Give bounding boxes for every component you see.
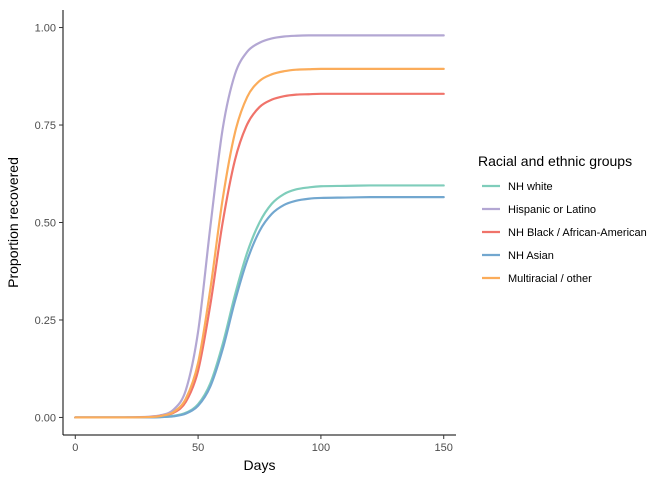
legend-title: Racial and ethnic groups [478, 153, 632, 169]
y-axis-title: Proportion recovered [5, 157, 21, 288]
legend-label: NH Asian [508, 250, 554, 262]
legend-item-multiracial-other: Multiracial / other [482, 273, 592, 285]
legend-item-hispanic-or-latino: Hispanic or Latino [482, 204, 596, 216]
series-line-multiracial-other [74, 67, 445, 419]
legend-item-nh-asian: NH Asian [482, 250, 554, 262]
x-tick-label: 150 [435, 442, 453, 454]
x-tick-label: 100 [312, 442, 330, 454]
legend-items: NH white Hispanic or Latino NH Black / Afr… [482, 181, 647, 285]
y-tick-label: 0.75 [35, 120, 56, 132]
x-tick-label: 0 [72, 442, 78, 454]
series-lines [74, 34, 445, 419]
y-axis-ticks: 0.00 0.25 0.50 0.75 1.00 [35, 23, 63, 424]
x-axis-title: Days [244, 457, 276, 473]
series-line-hispanic-or-latino [74, 34, 445, 419]
y-tick-label: 0.25 [35, 315, 56, 327]
legend-label: NH white [508, 181, 553, 193]
legend: Racial and ethnic groups NH white Hispani… [478, 153, 647, 285]
series-line-nh-asian [74, 196, 445, 419]
y-tick-label: 1.00 [35, 23, 56, 35]
x-tick-label: 50 [192, 442, 204, 454]
y-tick-label: 0.50 [35, 218, 56, 230]
legend-item-nh-white: NH white [482, 181, 553, 193]
series-line-nh-black-african-american [74, 92, 445, 419]
y-tick-label: 0.00 [35, 412, 56, 424]
legend-item-nh-black-african-american: NH Black / African-American [482, 227, 647, 239]
legend-label: NH Black / African-American [508, 227, 647, 239]
series-line-nh-white [74, 184, 445, 419]
x-axis-ticks: 0 50 100 150 [72, 435, 453, 454]
legend-label: Multiracial / other [508, 273, 592, 285]
legend-label: Hispanic or Latino [508, 204, 596, 216]
